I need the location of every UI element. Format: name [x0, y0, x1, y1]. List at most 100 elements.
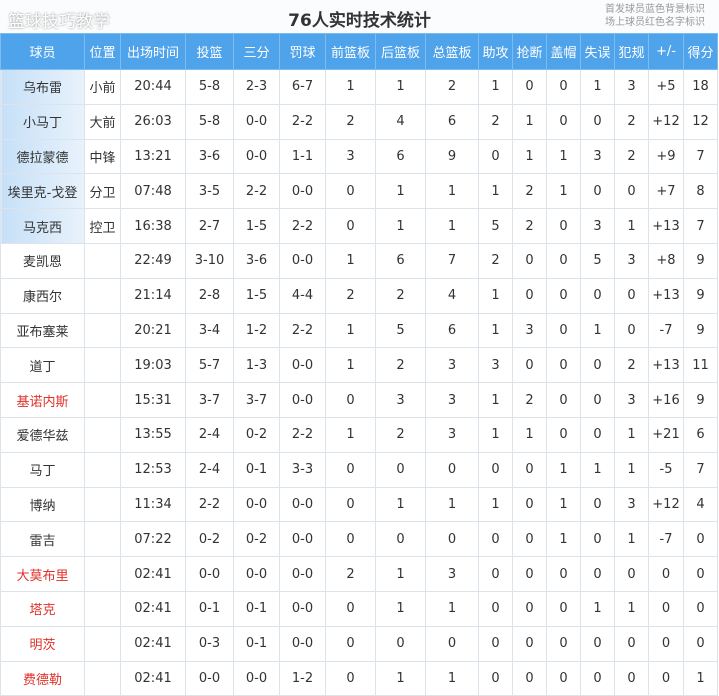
stat-cell: 9 [683, 277, 718, 314]
table-row: 马丁 12:53 2-4 0-1 3-3 0 0 0 0 0 1 1 1 -5 7 [0, 451, 718, 488]
stat-cell: 1 [478, 416, 513, 453]
column-header[interactable]: 抢断 [512, 33, 547, 70]
player-name: 道丁 [0, 347, 85, 384]
table-row: 小马丁 大前 26:03 5-8 0-0 2-2 2 4 6 2 1 0 0 2 +12 12 [0, 103, 718, 140]
stat-cell: 2 [375, 277, 426, 314]
stat-cell: 1 [375, 486, 426, 523]
stat-cell: 1 [512, 138, 547, 175]
column-header[interactable]: 出场时间 [120, 33, 186, 70]
stat-cell: 0-0 [279, 242, 326, 279]
stat-cell: 2-2 [279, 312, 326, 349]
stat-cell: 0-0 [279, 173, 326, 210]
stat-cell: 9 [683, 242, 718, 279]
column-header[interactable]: 球员 [0, 33, 85, 70]
stat-cell: 8 [683, 173, 718, 210]
title-bar: 篮球技巧教学 76人实时技术统计 首发球员蓝色背景标识 场上球员红色名字标识 [0, 0, 719, 33]
stat-cell: 2 [425, 69, 479, 105]
stat-cell: 1 [580, 590, 615, 627]
stat-cell: 0-1 [233, 625, 280, 662]
stat-cell: 0 [614, 660, 649, 696]
stat-cell: 大前 [84, 103, 121, 140]
stat-cell [84, 382, 121, 418]
stat-cell: 2 [614, 103, 649, 140]
stat-cell: 0 [614, 625, 649, 662]
stat-cell [84, 521, 121, 558]
stat-cell: -7 [648, 521, 684, 558]
stat-cell: +21 [648, 416, 684, 453]
stat-cell: 2 [375, 347, 426, 384]
stat-cell: 0 [683, 590, 718, 627]
stat-cell: 0 [375, 451, 426, 488]
stat-cell [84, 277, 121, 314]
column-header[interactable]: 罚球 [279, 33, 326, 70]
stat-cell: 20:21 [120, 312, 186, 349]
stat-cell: 7 [425, 242, 479, 279]
stat-cell: 0 [425, 451, 479, 488]
stat-cell: 0 [614, 312, 649, 349]
column-header[interactable]: 前篮板 [325, 33, 376, 70]
table-row: 明茨 02:41 0-3 0-1 0-0 0 0 0 0 0 0 0 0 0 0 [0, 625, 718, 662]
stat-cell: 1 [614, 590, 649, 627]
legend-note: 首发球员蓝色背景标识 场上球员红色名字标识 [605, 3, 705, 29]
column-header[interactable]: 三分 [233, 33, 280, 70]
stat-cell: 0 [512, 556, 547, 592]
column-header[interactable]: 犯规 [614, 33, 649, 70]
player-name: 大莫布里 [0, 556, 85, 592]
column-header[interactable]: 投篮 [185, 33, 234, 70]
column-header[interactable]: 位置 [84, 33, 121, 70]
stat-cell: 1 [546, 486, 581, 523]
stat-cell: +12 [648, 486, 684, 523]
stat-cell: 1 [546, 138, 581, 175]
table-row: 雷吉 07:22 0-2 0-2 0-0 0 0 0 0 0 1 0 1 -7 0 [0, 521, 718, 558]
stat-cell [84, 312, 121, 349]
column-header[interactable]: 盖帽 [546, 33, 581, 70]
stat-cell: 2 [614, 138, 649, 175]
stat-cell: 5 [375, 312, 426, 349]
column-header[interactable]: 失误 [580, 33, 615, 70]
stat-cell: +13 [648, 277, 684, 314]
stat-cell: 0 [580, 382, 615, 418]
player-name: 基诺内斯 [0, 382, 85, 418]
stat-cell: 1 [683, 660, 718, 696]
stat-cell: 0-0 [279, 625, 326, 662]
stat-cell: 2-2 [279, 416, 326, 453]
column-header[interactable]: 得分 [683, 33, 718, 70]
stat-cell: 19:03 [120, 347, 186, 384]
stat-cell: 0-2 [233, 521, 280, 558]
watermark: 篮球技巧教学 [8, 12, 110, 32]
stat-cell: 22:49 [120, 242, 186, 279]
stat-cell: 0-0 [233, 138, 280, 175]
stat-cell: 3-5 [185, 173, 234, 210]
stat-cell: 中锋 [84, 138, 121, 175]
stat-cell: 07:22 [120, 521, 186, 558]
stat-cell: 7 [683, 451, 718, 488]
stat-cell: 0 [325, 625, 376, 662]
stat-cell: 0 [648, 625, 684, 662]
stat-cell: 3 [580, 208, 615, 244]
stat-cell [84, 625, 121, 662]
stat-cell: 1 [425, 208, 479, 244]
stat-cell: 1 [425, 590, 479, 627]
stat-cell: 0 [325, 173, 376, 210]
stat-cell: 6 [375, 138, 426, 175]
stat-cell: 3 [425, 416, 479, 453]
column-header[interactable]: 后篮板 [375, 33, 426, 70]
table-row: 道丁 19:03 5-7 1-3 0-0 1 2 3 3 0 0 0 2 +13 11 [0, 347, 718, 384]
stat-cell: 0 [683, 625, 718, 662]
stat-cell: 5 [478, 208, 513, 244]
stat-cell: 1 [375, 590, 426, 627]
stat-cell: 6 [375, 242, 426, 279]
stat-cell: 1 [614, 208, 649, 244]
stat-cell: 4 [375, 103, 426, 140]
column-header[interactable]: 助攻 [478, 33, 513, 70]
stat-cell: 0-0 [233, 556, 280, 592]
column-header[interactable]: +/- [648, 33, 684, 70]
column-header[interactable]: 总篮板 [425, 33, 479, 70]
stat-cell: +5 [648, 69, 684, 105]
player-name: 康西尔 [0, 277, 85, 314]
stat-cell: 0 [478, 138, 513, 175]
stat-cell: 0 [546, 590, 581, 627]
stat-cell: 02:41 [120, 625, 186, 662]
table-row: 基诺内斯 15:31 3-7 3-7 0-0 0 3 3 1 2 0 0 3 +16 9 [0, 382, 718, 418]
stat-cell: 0-1 [185, 590, 234, 627]
